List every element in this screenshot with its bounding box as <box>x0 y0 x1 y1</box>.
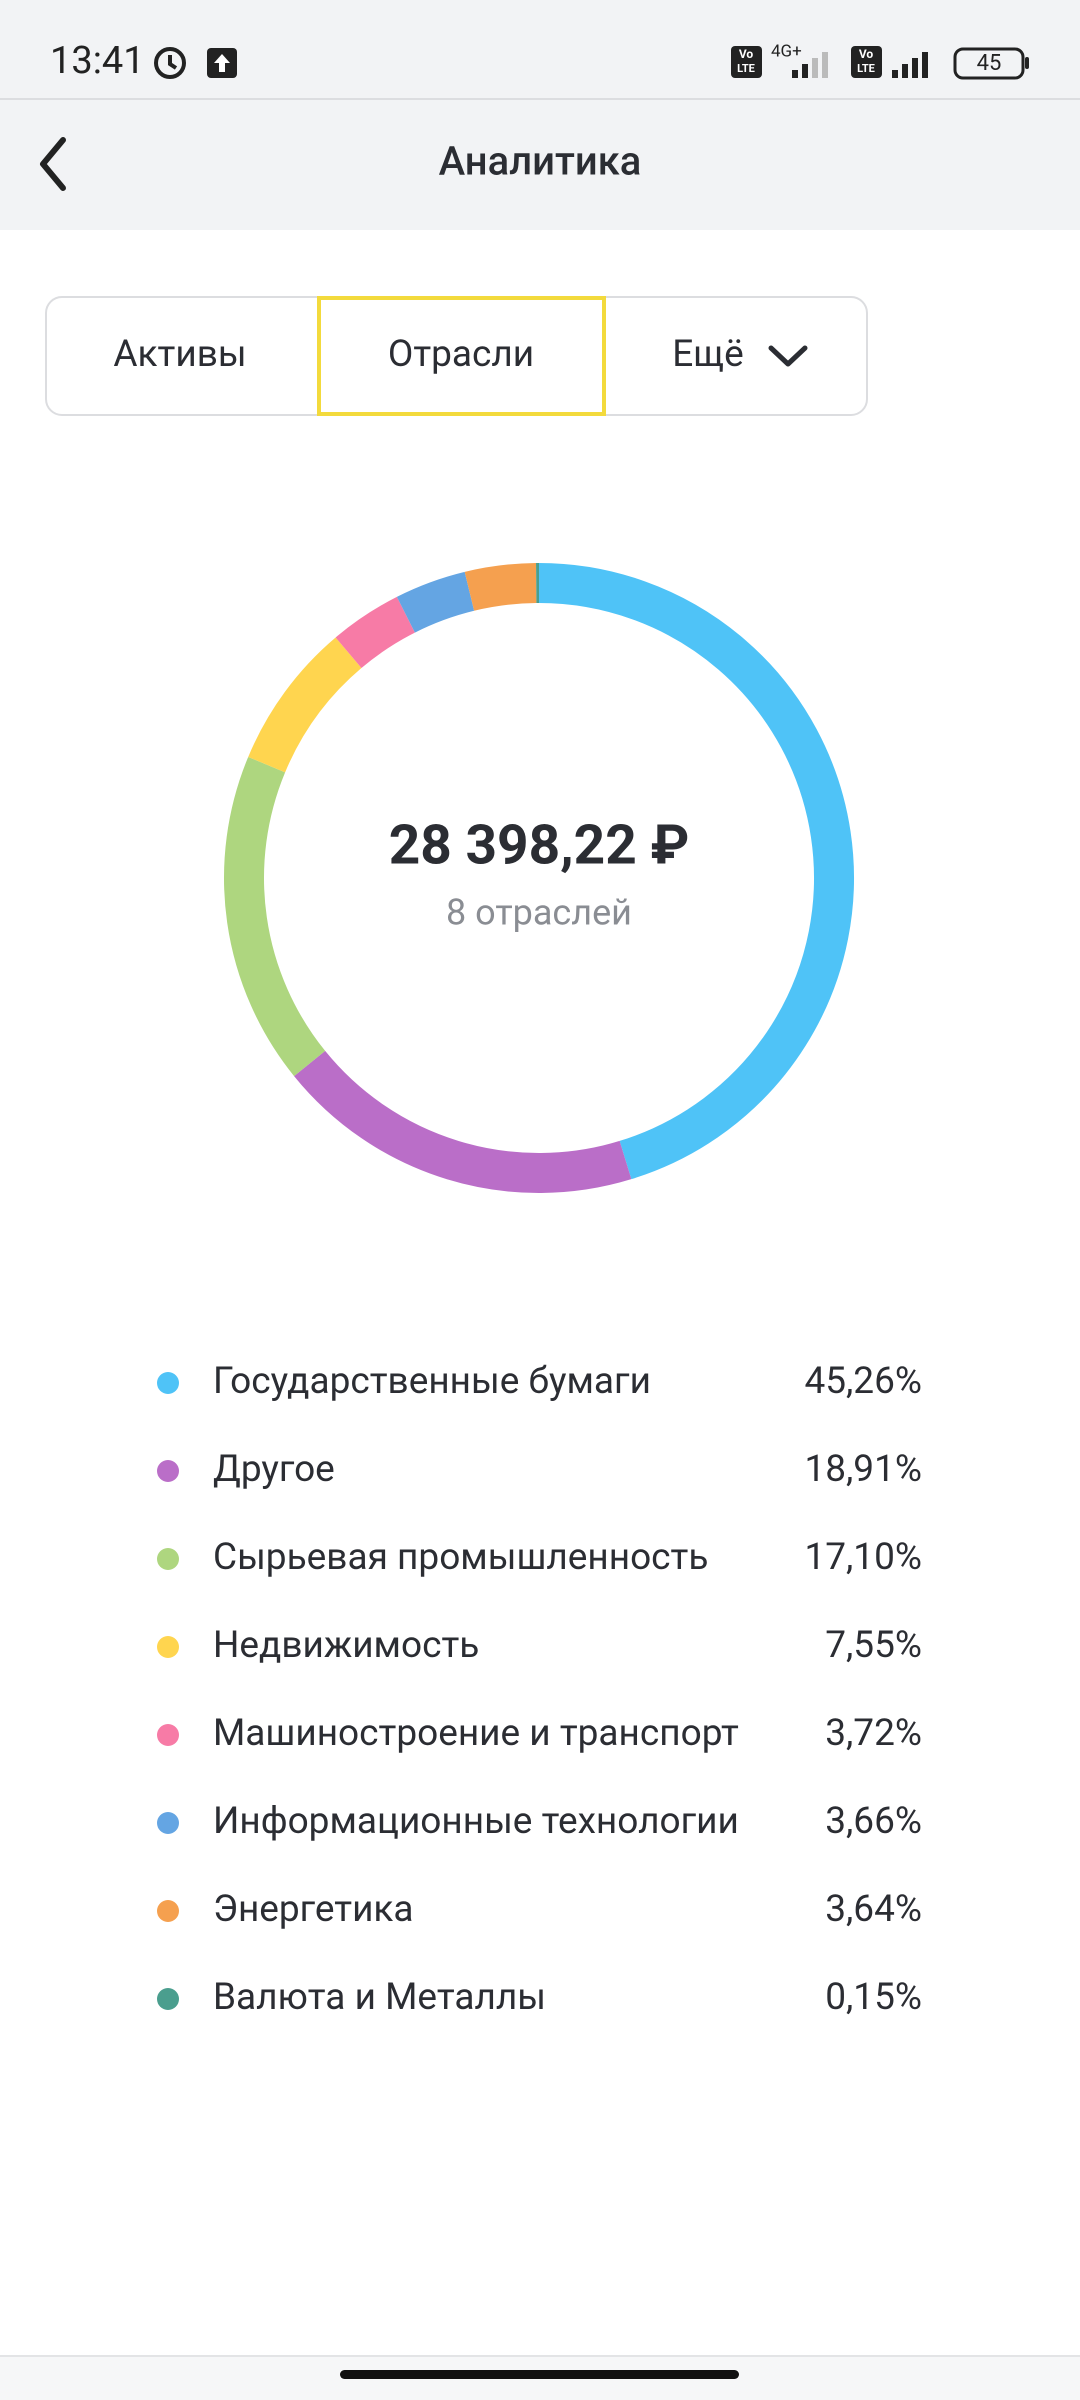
dropdown-chevron[interactable] <box>768 345 808 367</box>
alarm-icon <box>154 47 186 79</box>
legend-dot <box>157 1724 179 1746</box>
legend-label: Государственные бумаги <box>213 1360 651 1403</box>
donut-segment <box>538 563 854 1180</box>
tab[interactable]: Ещё <box>672 333 744 376</box>
legend-label: Недвижимость <box>213 1624 479 1667</box>
legend-dot <box>157 1812 179 1834</box>
header-background <box>0 0 1080 230</box>
legend-label: Другое <box>213 1448 335 1491</box>
home-indicator[interactable] <box>340 2370 739 2379</box>
donut-segment <box>464 563 537 611</box>
volte-icon: Vo LTE <box>731 46 762 78</box>
back-button[interactable] <box>40 137 66 191</box>
volte-text: LTE <box>737 62 755 75</box>
status-time: 13:41 <box>50 39 145 83</box>
legend-dot <box>157 1988 179 2010</box>
legend-value: 17,10% <box>804 1536 922 1579</box>
legend-label: Сырьевая промышленность <box>213 1536 708 1579</box>
signal-icon <box>892 52 928 78</box>
legend-dot <box>157 1636 179 1658</box>
industry-count: 8 отраслей <box>446 892 632 934</box>
volte-text: Vo <box>859 47 874 61</box>
legend-value: 0,15% <box>825 1976 922 2019</box>
legend-dot <box>157 1372 179 1394</box>
legend-value: 18,91% <box>804 1448 922 1491</box>
tab-highlight <box>317 296 606 416</box>
legend-dot <box>157 1900 179 1922</box>
donut-segment <box>335 596 416 669</box>
page-title: Аналитика <box>439 138 642 185</box>
legend-value: 45,26% <box>804 1360 922 1403</box>
legend-value: 3,72% <box>825 1712 922 1755</box>
donut-segment <box>248 637 362 773</box>
volte-text: LTE <box>857 62 875 75</box>
upload-icon <box>207 48 237 78</box>
legend-label: Машиностроение и транспорт <box>213 1712 739 1755</box>
tab[interactable]: Отрасли <box>388 333 534 376</box>
donut-segment <box>396 571 475 633</box>
donut-segment <box>294 1050 632 1193</box>
donut-segment <box>224 756 326 1077</box>
battery-level: 45 <box>977 51 1002 76</box>
legend-value: 7,55% <box>825 1624 922 1667</box>
legend-value: 3,64% <box>825 1888 922 1931</box>
network-type: 4G+ <box>771 41 802 61</box>
legend-label: Валюта и Металлы <box>213 1976 546 2019</box>
legend-label: Энергетика <box>213 1888 414 1931</box>
volte-icon: Vo LTE <box>851 46 882 78</box>
battery-icon: 45 <box>953 47 1029 80</box>
legend-dot <box>157 1548 179 1570</box>
legend-dot <box>157 1460 179 1482</box>
volte-text: Vo <box>739 47 754 61</box>
signal-icon <box>792 52 828 78</box>
legend-value: 3,66% <box>825 1800 922 1843</box>
legend-label: Информационные технологии <box>213 1800 739 1843</box>
tab[interactable]: Активы <box>113 333 246 376</box>
total-value: 28 398,22 ₽ <box>389 814 690 878</box>
